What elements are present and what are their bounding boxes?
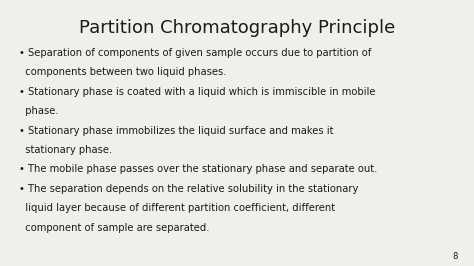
Text: stationary phase.: stationary phase.	[19, 145, 112, 155]
Text: • The separation depends on the relative solubility in the stationary: • The separation depends on the relative…	[19, 184, 358, 194]
Text: phase.: phase.	[19, 106, 59, 116]
Text: component of sample are separated.: component of sample are separated.	[19, 223, 210, 233]
Text: Partition Chromatography Principle: Partition Chromatography Principle	[79, 19, 395, 37]
Text: components between two liquid phases.: components between two liquid phases.	[19, 67, 227, 77]
Text: 8: 8	[452, 252, 458, 261]
Text: • Separation of components of given sample occurs due to partition of: • Separation of components of given samp…	[19, 48, 371, 58]
Text: • Stationary phase is coated with a liquid which is immiscible in mobile: • Stationary phase is coated with a liqu…	[19, 87, 375, 97]
Text: • Stationary phase immobilizes the liquid surface and makes it: • Stationary phase immobilizes the liqui…	[19, 126, 334, 136]
Text: • The mobile phase passes over the stationary phase and separate out.: • The mobile phase passes over the stati…	[19, 164, 377, 174]
Text: liquid layer because of different partition coefficient, different: liquid layer because of different partit…	[19, 203, 335, 213]
